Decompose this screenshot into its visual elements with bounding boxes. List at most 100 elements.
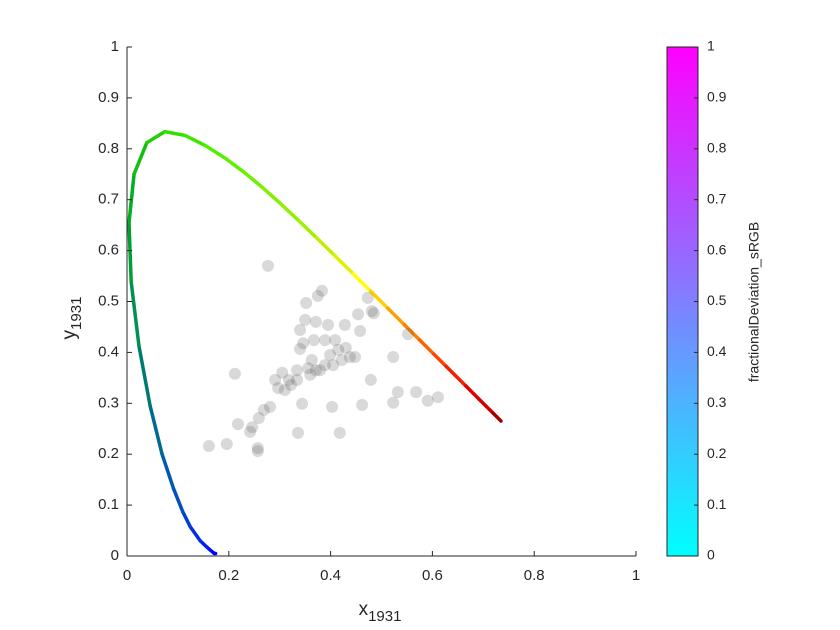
data-point — [431, 391, 444, 404]
data-point — [257, 403, 270, 416]
locus-segment — [477, 397, 495, 415]
locus-segment — [351, 271, 373, 293]
data-point — [311, 289, 324, 302]
data-point — [294, 324, 307, 337]
y-tick-label: 0 — [111, 547, 119, 564]
data-point — [319, 359, 332, 372]
y-tick-label: 0.5 — [98, 292, 119, 309]
y-tick-label: 0.3 — [98, 394, 119, 411]
locus-segment — [315, 236, 337, 258]
data-point — [292, 426, 305, 439]
data-point — [387, 396, 400, 409]
data-point — [364, 373, 377, 386]
y-axis-label-main: y — [59, 329, 80, 339]
locus-segment — [160, 452, 176, 491]
colorbar-tick-label: 0.7 — [707, 190, 727, 206]
data-point — [367, 307, 380, 320]
locus-segment — [260, 185, 283, 206]
x-tick-label: 1 — [632, 567, 640, 584]
x-tick-label: 0.4 — [320, 567, 341, 584]
data-point — [264, 400, 277, 413]
colorbar-tick-label: 0.5 — [707, 292, 727, 308]
data-point — [361, 291, 374, 304]
colorbar-tick-label: 0.9 — [707, 89, 727, 105]
data-point — [246, 421, 259, 434]
x-tick-label: 0.6 — [422, 567, 443, 584]
colorbar-tick-label: 0 — [707, 547, 715, 563]
data-point — [228, 367, 241, 380]
y-tick-label: 0.1 — [98, 496, 119, 513]
locus-segment — [127, 220, 133, 284]
data-point — [231, 418, 244, 431]
data-point — [252, 412, 265, 425]
data-point — [272, 382, 285, 395]
colorbar-tick-label: 0.6 — [707, 241, 727, 257]
locus-segment — [148, 404, 164, 456]
data-point — [338, 318, 351, 331]
data-point — [305, 354, 318, 367]
locus-segment — [278, 201, 301, 223]
data-point — [354, 325, 367, 338]
data-point — [421, 394, 434, 407]
data-point — [332, 343, 345, 356]
data-point — [387, 350, 400, 363]
data-point — [349, 350, 362, 363]
data-point — [309, 364, 322, 377]
data-point — [307, 334, 320, 347]
data-point — [319, 334, 332, 347]
data-point — [327, 359, 340, 372]
x-tick-label: 0.2 — [218, 567, 239, 584]
locus-segment — [163, 129, 187, 138]
locus-segment — [145, 129, 167, 145]
data-point — [294, 342, 307, 355]
data-point — [313, 364, 326, 377]
data-point — [299, 313, 312, 326]
data-point — [391, 386, 404, 399]
locus-segment — [181, 510, 192, 529]
data-point — [309, 315, 322, 328]
data-point — [356, 398, 369, 411]
locus-segment — [333, 254, 355, 276]
data-point — [343, 350, 356, 363]
y-tick-label: 0.8 — [98, 140, 119, 157]
data-point — [284, 378, 297, 391]
colorbar-tick-label: 0.8 — [707, 140, 727, 156]
data-point — [202, 440, 215, 453]
locus-segment — [432, 352, 448, 369]
data-point — [401, 328, 414, 341]
locus-segment — [491, 411, 503, 423]
locus-segment — [444, 364, 468, 388]
colorbar-label: fractionalDeviation_sRGB — [746, 222, 762, 382]
y-tick-label: 1 — [111, 38, 119, 55]
locus-segment — [188, 524, 203, 543]
locus-segment — [464, 384, 481, 401]
locus-segment — [223, 156, 246, 174]
data-point — [251, 442, 264, 455]
colorbar-tick-label: 1 — [707, 38, 715, 54]
x-tick-label: 0 — [123, 567, 131, 584]
data-point — [333, 426, 346, 439]
y-axis-label-subscript: 1931 — [68, 297, 85, 330]
data-point — [291, 373, 304, 386]
data-point — [410, 386, 423, 399]
data-point — [269, 373, 282, 386]
data-point — [326, 400, 339, 413]
colorbar-tick-label: 0.3 — [707, 394, 727, 410]
data-point — [324, 348, 337, 361]
data-point — [244, 425, 257, 438]
locus-segment — [129, 280, 141, 348]
data-point — [322, 318, 335, 331]
colorbar-tick-label: 0.2 — [707, 445, 727, 461]
x-axis-label-subscript: 1931 — [368, 608, 401, 625]
data-point — [304, 368, 317, 381]
data-point — [220, 438, 233, 451]
x-axis-label: x1931 — [359, 599, 402, 625]
y-tick-label: 0.6 — [98, 242, 119, 259]
data-point — [300, 297, 313, 310]
plot-area — [127, 129, 503, 556]
locus-segment — [402, 322, 422, 342]
data-point — [296, 397, 309, 410]
locus-segment — [386, 306, 407, 327]
data-point — [297, 337, 310, 350]
locus-segment — [242, 170, 265, 190]
